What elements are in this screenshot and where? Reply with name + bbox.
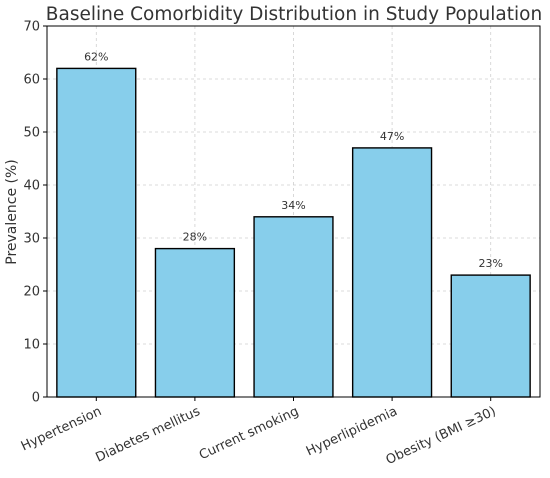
y-tick-label: 60: [23, 73, 40, 88]
data-label: 28%: [183, 231, 207, 244]
bar: [351, 147, 433, 398]
y-axis-label: Prevalence (%): [4, 159, 20, 265]
y-tick-label: 30: [23, 232, 40, 247]
data-labels: 62% 28% 34% 47% 23%: [84, 50, 503, 270]
data-label: 34%: [281, 199, 305, 212]
x-tick-label: Obesity (BMI ≥30): [384, 404, 499, 468]
bar: [154, 247, 236, 398]
x-tick-label: Diabetes mellitus: [93, 404, 202, 466]
bar: [56, 67, 137, 398]
x-tick-label: Hypertension: [19, 404, 104, 454]
y-tick-label: 50: [23, 126, 40, 141]
y-tick-label: 10: [23, 338, 40, 353]
bar: [450, 274, 531, 398]
data-label: 23%: [478, 257, 502, 270]
data-label: 47%: [380, 130, 404, 143]
bar: [253, 216, 334, 398]
y-ticks: 0 10 20 30 40 50 60 70: [23, 20, 47, 406]
data-label: 62%: [84, 50, 108, 63]
y-tick-label: 0: [32, 391, 40, 406]
x-tick-label: Hyperlipidemia: [304, 404, 400, 459]
y-tick-label: 40: [23, 179, 40, 194]
chart-title: Baseline Comorbidity Distribution in Stu…: [46, 4, 542, 25]
x-tick-label: Current smoking: [197, 404, 301, 463]
y-tick-label: 70: [23, 20, 40, 35]
y-tick-label: 20: [23, 285, 40, 300]
